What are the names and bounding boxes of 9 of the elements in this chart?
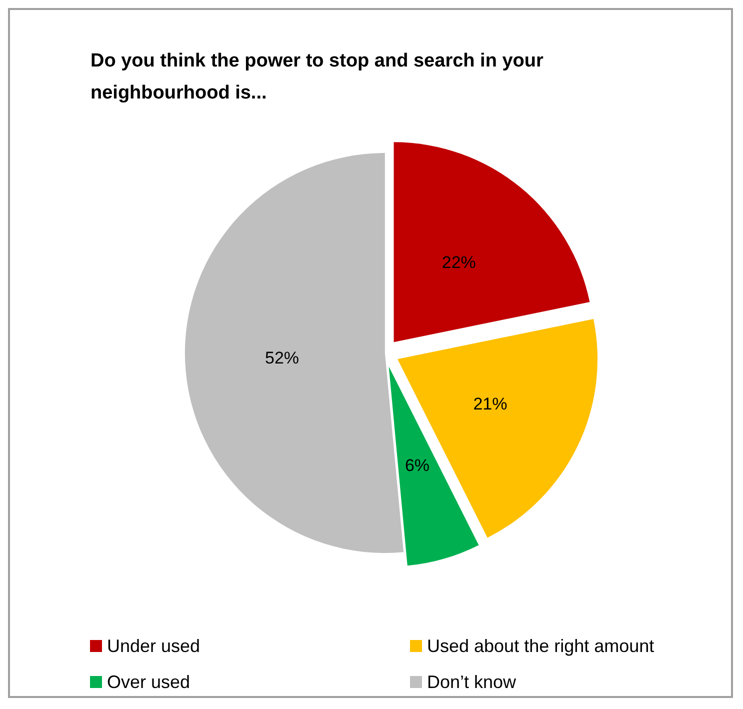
data-label: 21% bbox=[473, 394, 508, 414]
data-label: 6% bbox=[404, 456, 430, 475]
legend-label: Over used bbox=[107, 672, 190, 692]
legend-label: Don’t know bbox=[427, 672, 518, 692]
legend-label: Used about the right amount bbox=[427, 636, 654, 656]
data-label: 52% bbox=[265, 348, 300, 368]
legend-label: Under used bbox=[107, 636, 200, 656]
data-label: 22% bbox=[442, 252, 476, 272]
chart-title: Do you think the power to stop and search in your neighbourhood is... bbox=[90, 50, 549, 104]
